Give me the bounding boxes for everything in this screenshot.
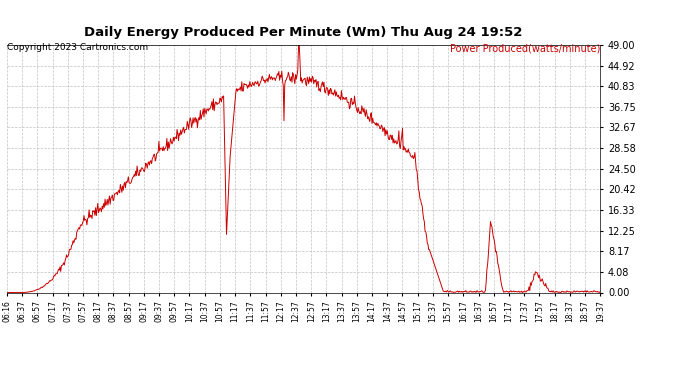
Text: Power Produced(watts/minute): Power Produced(watts/minute)	[450, 43, 600, 53]
Text: Daily Energy Produced Per Minute (Wm) Thu Aug 24 19:52: Daily Energy Produced Per Minute (Wm) Th…	[84, 26, 523, 39]
Text: Copyright 2023 Cartronics.com: Copyright 2023 Cartronics.com	[7, 43, 148, 52]
